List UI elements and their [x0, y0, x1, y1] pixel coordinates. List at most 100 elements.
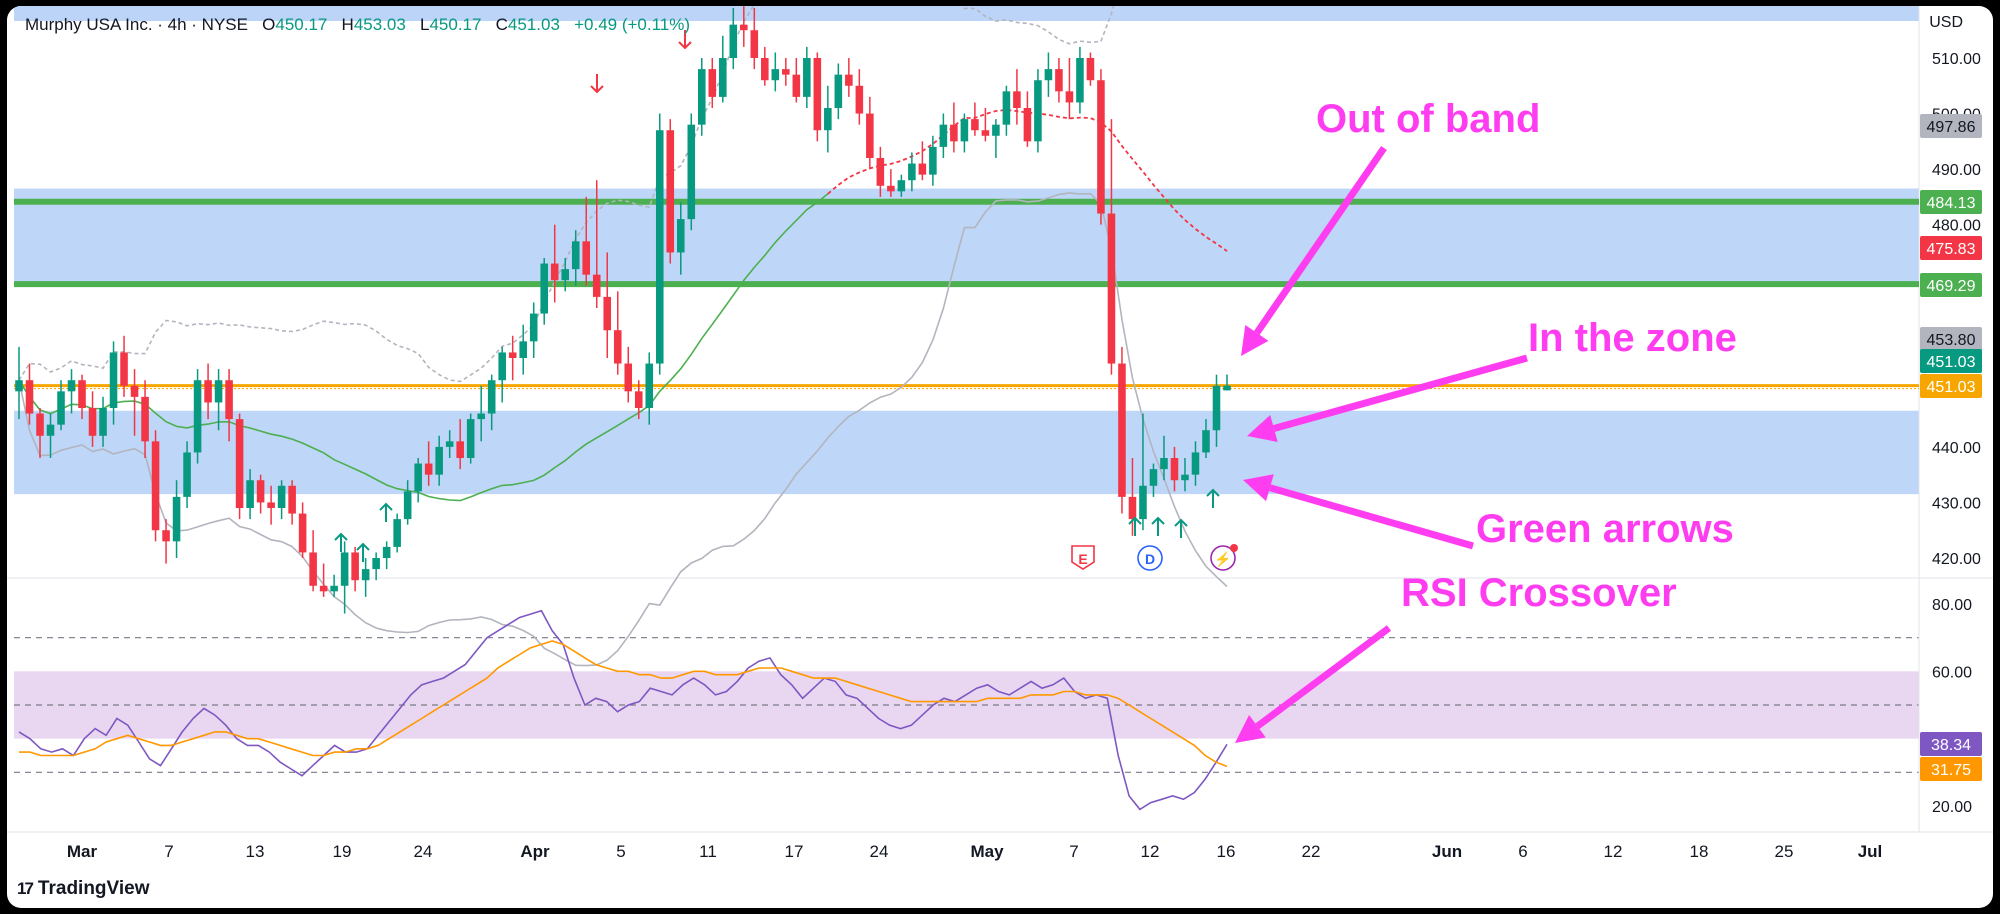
candle[interactable] — [382, 541, 391, 570]
split-marker-icon[interactable]: ⚡ — [1210, 545, 1236, 571]
candle[interactable] — [750, 8, 759, 70]
candle[interactable] — [340, 541, 349, 614]
candle[interactable] — [971, 102, 979, 136]
price-tag[interactable]: 497.86 — [1920, 114, 1982, 138]
candle[interactable] — [761, 46, 769, 86]
candle[interactable] — [120, 335, 128, 397]
candle[interactable] — [1212, 374, 1221, 447]
candle[interactable] — [918, 141, 927, 181]
candle[interactable] — [1107, 119, 1116, 375]
candle[interactable] — [613, 291, 622, 375]
candle[interactable] — [550, 224, 559, 303]
candle[interactable] — [57, 380, 65, 431]
candle[interactable] — [876, 146, 885, 197]
candle[interactable] — [351, 546, 359, 592]
candle[interactable] — [740, 6, 748, 47]
candle[interactable] — [624, 346, 633, 403]
candle[interactable] — [151, 430, 160, 542]
candle[interactable] — [592, 180, 601, 308]
candle[interactable] — [1002, 85, 1011, 136]
candle[interactable] — [235, 413, 244, 520]
candle[interactable] — [130, 369, 139, 436]
candle[interactable] — [1044, 52, 1053, 97]
candle[interactable] — [424, 441, 433, 486]
candle[interactable] — [698, 58, 706, 136]
candle[interactable] — [393, 513, 401, 553]
candle[interactable] — [1191, 441, 1200, 486]
candle[interactable] — [487, 374, 496, 431]
candle[interactable] — [1160, 435, 1168, 481]
candle[interactable] — [403, 480, 412, 525]
candle[interactable] — [1181, 458, 1189, 492]
candle[interactable] — [603, 252, 612, 358]
candle[interactable] — [88, 391, 97, 447]
candle[interactable] — [361, 558, 370, 597]
candle[interactable] — [330, 574, 338, 597]
candle[interactable] — [25, 363, 34, 425]
candle[interactable] — [1086, 52, 1095, 86]
candle[interactable] — [267, 485, 275, 525]
candle[interactable] — [634, 380, 643, 420]
candle[interactable] — [246, 469, 254, 520]
candle[interactable] — [1202, 419, 1210, 458]
candle[interactable] — [193, 369, 202, 464]
candle[interactable] — [256, 474, 265, 514]
price-tag[interactable]: 475.83 — [1920, 236, 1982, 260]
candle[interactable] — [67, 369, 76, 414]
candle[interactable] — [214, 369, 223, 431]
price-tag[interactable]: 451.03 — [1920, 349, 1982, 373]
candle[interactable] — [960, 113, 969, 153]
candle[interactable] — [1034, 69, 1042, 153]
candle[interactable] — [466, 413, 475, 464]
candle[interactable] — [813, 52, 822, 142]
candle[interactable] — [498, 346, 506, 403]
candle[interactable] — [204, 363, 212, 420]
candle[interactable] — [1223, 374, 1231, 391]
candle[interactable] — [435, 435, 443, 486]
candle[interactable] — [78, 374, 86, 420]
candle[interactable] — [1128, 458, 1137, 536]
candle[interactable] — [109, 341, 118, 425]
candle[interactable] — [666, 119, 675, 264]
candle[interactable] — [824, 85, 832, 153]
candle[interactable] — [319, 563, 328, 597]
candle[interactable] — [15, 346, 23, 420]
rsi-tag[interactable]: 38.34 — [1920, 732, 1982, 756]
candle[interactable] — [508, 335, 517, 381]
candle[interactable] — [1023, 91, 1032, 147]
candle[interactable] — [834, 63, 843, 120]
candle[interactable] — [414, 458, 422, 503]
candle[interactable] — [477, 385, 485, 442]
candle[interactable] — [771, 52, 780, 92]
candle[interactable] — [803, 46, 811, 108]
candle[interactable] — [981, 108, 990, 142]
candle[interactable] — [582, 196, 591, 286]
candle[interactable] — [445, 430, 454, 458]
candle[interactable] — [225, 369, 233, 442]
candle[interactable] — [939, 113, 948, 158]
dividend-marker-icon[interactable]: D — [1137, 545, 1163, 571]
candle[interactable] — [172, 480, 181, 558]
candle[interactable] — [36, 408, 44, 458]
price-tag[interactable]: 451.03 — [1920, 374, 1982, 398]
candle[interactable] — [1170, 446, 1179, 492]
candle[interactable] — [676, 202, 685, 275]
candle[interactable] — [708, 58, 717, 108]
tradingview-brand[interactable]: 17 TradingView — [17, 878, 150, 900]
candle[interactable] — [529, 302, 538, 358]
earnings-marker-icon[interactable]: E — [1071, 545, 1095, 570]
candle[interactable] — [46, 413, 55, 458]
candle[interactable] — [309, 530, 317, 592]
candle[interactable] — [571, 230, 580, 286]
candle[interactable] — [929, 135, 937, 186]
candle[interactable] — [298, 502, 307, 558]
candle[interactable] — [782, 58, 790, 86]
candle[interactable] — [655, 113, 664, 375]
candle[interactable] — [141, 380, 149, 458]
candle[interactable] — [183, 441, 191, 508]
candle[interactable] — [1097, 69, 1105, 225]
candle[interactable] — [561, 258, 570, 292]
candle[interactable] — [792, 58, 801, 103]
price-chart[interactable]: E D ⚡ Out of band In the zone Green arrows RS… — [7, 6, 1993, 908]
candle[interactable] — [855, 69, 864, 125]
